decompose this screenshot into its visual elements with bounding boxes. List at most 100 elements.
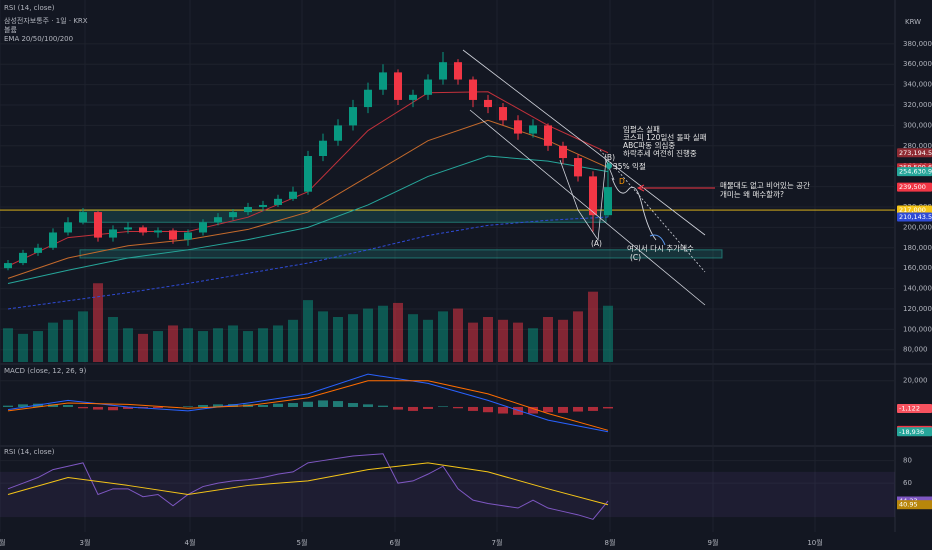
y-tick-label: 180,000 <box>903 244 932 252</box>
volume-label: 볼륨 <box>4 25 17 34</box>
histogram-bar <box>513 406 523 415</box>
histogram-bar <box>558 406 568 413</box>
y-tick-label: 340,000 <box>903 81 932 89</box>
candle-body <box>109 229 117 238</box>
histogram-bar <box>378 405 388 407</box>
volume-bar <box>603 305 613 362</box>
candle-body <box>64 222 72 233</box>
ema-line <box>7 119 609 279</box>
currency-label: KRW <box>905 18 921 26</box>
candle-body <box>34 247 42 253</box>
volume-bar <box>423 319 433 362</box>
volume-bar <box>273 325 283 362</box>
histogram-bar <box>408 406 418 411</box>
histogram-bar <box>108 406 118 411</box>
histogram-bar <box>393 406 403 410</box>
x-tick-label: 2월 <box>0 538 5 547</box>
volume-bar <box>78 311 88 362</box>
drawings <box>462 49 715 306</box>
point-label: D <box>619 177 625 186</box>
histogram-bar <box>183 406 193 407</box>
candle-body <box>484 99 492 108</box>
histogram-bar <box>528 406 538 414</box>
volume-bar <box>288 319 298 362</box>
histogram-bar <box>153 406 163 409</box>
volume-bar <box>48 322 58 362</box>
candle-body <box>469 79 477 100</box>
candle-body <box>424 79 432 95</box>
candle-body <box>589 176 597 216</box>
candle-body <box>244 206 252 213</box>
volume-bar <box>393 302 403 362</box>
symbol-label: 삼성전자보통주 · 1일 · KRX <box>4 16 88 25</box>
volume-bar <box>123 328 133 362</box>
x-tick-label: 3월 <box>80 538 91 547</box>
badge-label: 217,000 <box>899 206 926 214</box>
candle-body <box>19 252 27 264</box>
histogram-bar <box>588 406 598 411</box>
histogram-bar <box>603 406 613 409</box>
zone <box>79 209 607 223</box>
volume-bar <box>438 311 448 362</box>
y-tick-label: 380,000 <box>903 40 932 48</box>
projection-line <box>599 149 706 273</box>
volume-bar <box>18 333 28 362</box>
macd-line <box>7 380 609 431</box>
annotation: 35% 익절 <box>613 161 646 171</box>
arrow-head <box>636 184 645 192</box>
macd-line <box>7 373 609 433</box>
y-tick-label: 60 <box>903 479 912 487</box>
volume-bar <box>573 311 583 362</box>
candle-body <box>454 62 462 80</box>
x-tick-label: 9월 <box>708 538 719 547</box>
candle-body <box>544 125 552 146</box>
histogram-bar <box>303 401 313 407</box>
histogram-bar <box>483 406 493 413</box>
volume-bar <box>168 325 178 362</box>
lines-layer <box>7 91 609 520</box>
volume-bar <box>108 317 118 362</box>
candle-body <box>364 89 372 108</box>
histogram-bar <box>273 403 283 407</box>
histogram-bar <box>423 406 433 409</box>
volume-bar <box>408 314 418 362</box>
y-tick-label: 360,000 <box>903 60 932 68</box>
histogram-bar <box>123 406 133 409</box>
indicator-label: RSI (14, close) <box>4 4 55 12</box>
vol-layer <box>3 283 613 415</box>
histogram-bar <box>213 404 223 407</box>
volume-bar <box>213 328 223 362</box>
candle-body <box>154 230 162 233</box>
candle-body <box>4 263 12 269</box>
x-tick-label: 10월 <box>807 538 822 547</box>
histogram-bar <box>498 406 508 414</box>
x-tick-label: 4월 <box>185 538 196 547</box>
candle-body <box>574 158 582 177</box>
price-badge <box>897 167 932 177</box>
y-tick-label: 140,000 <box>903 285 932 293</box>
badge-label: -18,936 <box>899 428 924 436</box>
candle-body <box>334 125 342 141</box>
y-tick-label: 300,000 <box>903 121 932 129</box>
histogram-bar <box>363 404 373 407</box>
volume-bar <box>348 314 358 362</box>
candle-body <box>514 120 522 134</box>
price-badge <box>897 148 932 158</box>
grid-layer <box>0 0 932 532</box>
y-tick-label: 100,000 <box>903 325 932 333</box>
candle-body <box>214 217 222 223</box>
candle-body <box>169 230 177 240</box>
price-badge <box>897 182 932 192</box>
volume-bar <box>3 328 13 362</box>
price-badge <box>897 212 932 222</box>
candle-body <box>559 145 567 159</box>
y-tick-label: 80 <box>903 457 912 465</box>
candle-body <box>49 232 57 248</box>
annotation: 하락추세 여전히 진행중 <box>623 148 697 158</box>
annotation: ABC파동 의심중 <box>623 140 675 150</box>
candle-body <box>79 212 87 223</box>
volume-bar <box>228 325 238 362</box>
histogram-bar <box>3 405 13 407</box>
candle-body <box>229 212 237 218</box>
